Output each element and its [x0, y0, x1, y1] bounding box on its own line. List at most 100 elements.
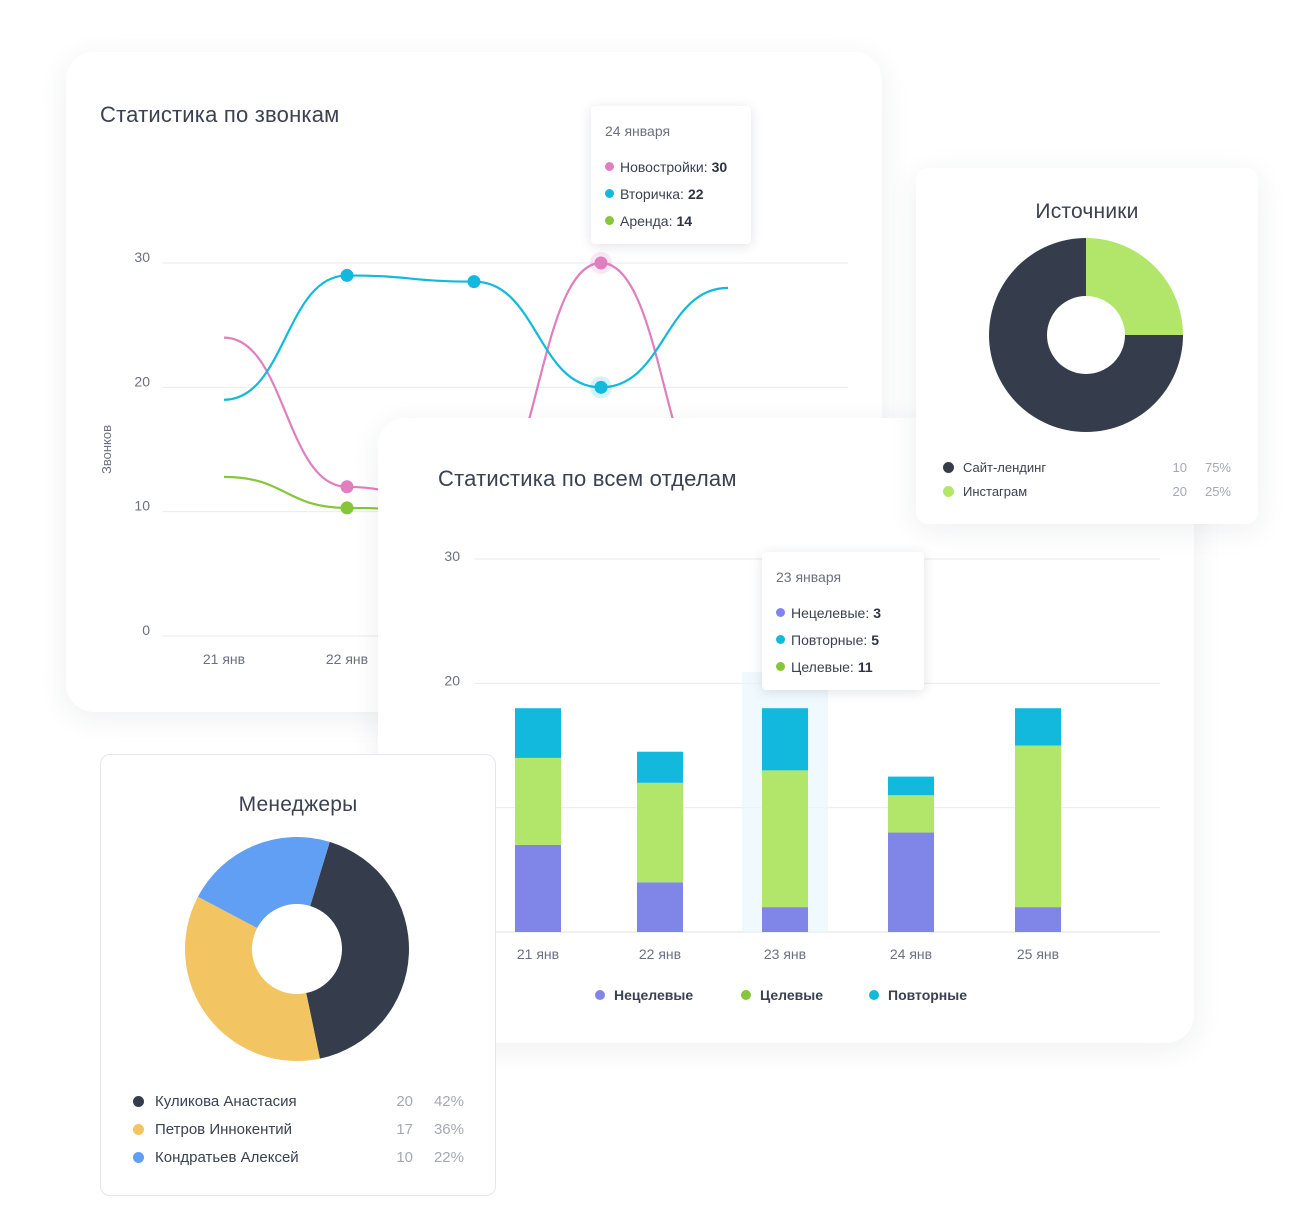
нецелевые-bar	[888, 832, 934, 932]
departments-tooltip-value: 5	[871, 631, 880, 648]
managers-card-title: Менеджеры	[238, 793, 358, 816]
managers-legend-percent: 36%	[433, 1120, 464, 1138]
managers-legend-label: Кондратьев Алексей	[155, 1148, 299, 1166]
departments-tooltip-dot	[776, 662, 785, 671]
calls-tooltip: 24 января Новостройки: 30 Вторичка: 22 Аренд…	[591, 106, 751, 244]
calls-tooltip-dot	[605, 189, 614, 198]
повторные-bar	[1015, 708, 1061, 746]
новостройки-point	[594, 256, 608, 270]
y-axis-label: Звонков	[99, 425, 114, 474]
повторные-bar	[762, 708, 808, 771]
y-tick-label: 20	[134, 373, 150, 389]
calls-tooltip-label: Вторичка:	[620, 185, 684, 202]
sources-legend-label: Сайт-лендинг	[963, 459, 1047, 475]
вторичка-point	[594, 380, 608, 394]
departments-tooltip-label: Целевые:	[791, 658, 854, 675]
calls-tooltip-row: Вторичка: 22	[605, 180, 737, 207]
departments-tooltip-row: Нецелевые: 3	[776, 599, 910, 626]
x-tick-label: 21 янв	[203, 651, 245, 667]
managers-legend-dot	[133, 1095, 144, 1107]
calls-card-title: Статистика по звонкам	[100, 102, 340, 127]
managers-legend-count: 17	[396, 1120, 413, 1138]
calls-tooltip-dot	[605, 162, 614, 171]
departments-tooltip: 23 января Нецелевые: 3 Повторные: 5 Целевые:…	[762, 552, 924, 690]
целевые-bar	[762, 770, 808, 908]
slice-куликова-анастасия	[306, 841, 410, 1059]
legend-label: Целевые	[760, 987, 823, 1003]
departments-tooltip-date: 23 января	[776, 569, 842, 585]
calls-tooltip-value: 30	[711, 158, 728, 175]
аренда-point	[340, 501, 354, 515]
y-tick-label: 20	[444, 672, 460, 688]
x-tick-label: 24 янв	[890, 946, 932, 962]
departments-bar-chart: 20 30 21 янв 22 янв 23 янв 24 янв 25 янв Нецеле…	[444, 548, 1160, 1003]
calls-tooltip-row: Аренда: 14	[605, 207, 737, 234]
y-tick-label: 10	[134, 498, 150, 514]
sources-donut-chart	[989, 238, 1183, 432]
departments-tooltip-label: Нецелевые:	[791, 604, 870, 621]
y-tick-label: 30	[134, 249, 150, 265]
managers-donut-chart	[185, 837, 410, 1061]
calls-tooltip-date: 24 января	[605, 123, 671, 139]
slice-сайт-лендинг	[989, 238, 1183, 432]
повторные-bar	[888, 776, 934, 796]
departments-tooltip-value: 3	[873, 604, 882, 621]
x-tick-label: 23 янв	[764, 946, 806, 962]
calls-tooltip-value: 22	[687, 185, 704, 202]
sources-legend-label: Инстаграм	[963, 483, 1028, 499]
sources-legend-dot	[943, 461, 954, 473]
повторные-bar	[515, 708, 561, 758]
managers-card: Менеджеры Куликова Анастасия 20 42% Петров …	[100, 754, 496, 1196]
целевые-bar	[888, 795, 934, 833]
slice-петров-иннокентий	[185, 896, 320, 1061]
нецелевые-bar	[637, 882, 683, 932]
departments-tooltip-row: Повторные: 5	[776, 626, 910, 653]
sources-legend-dot	[943, 485, 954, 497]
x-tick-label: 21 янв	[517, 946, 559, 962]
legend-label: Нецелевые	[614, 987, 693, 1003]
legend-dot	[741, 990, 751, 1000]
нецелевые-bar	[762, 907, 808, 932]
managers-legend-dot	[133, 1151, 144, 1163]
y-tick-label: 0	[142, 622, 150, 638]
legend-dot	[869, 990, 879, 1000]
вторичка-point	[340, 268, 354, 282]
legend-label: Повторные	[888, 987, 967, 1003]
departments-tooltip-label: Повторные:	[791, 631, 868, 648]
x-tick-label: 22 янв	[326, 651, 368, 667]
x-tick-label: 25 янв	[1017, 946, 1059, 962]
sources-legend-percent: 75%	[1204, 459, 1231, 475]
целевые-bar	[515, 757, 561, 845]
y-tick-label: 30	[444, 548, 460, 564]
нецелевые-bar	[515, 844, 561, 932]
вторичка-point	[467, 275, 481, 289]
sources-legend-percent: 25%	[1204, 483, 1231, 499]
целевые-bar	[1015, 745, 1061, 908]
slice-кондратьев-алексей	[197, 837, 330, 929]
departments-tooltip-dot	[776, 608, 785, 617]
managers-legend-label: Петров Иннокентий	[155, 1120, 292, 1138]
managers-legend-count: 10	[396, 1148, 413, 1166]
calls-tooltip-label: Аренда:	[620, 212, 673, 229]
legend-dot	[595, 990, 605, 1000]
нецелевые-bar	[1015, 907, 1061, 932]
x-tick-label: 22 янв	[639, 946, 681, 962]
calls-tooltip-label: Новостройки:	[620, 158, 708, 175]
sources-card-title: Источники	[1035, 200, 1139, 223]
slice-инстаграм	[1086, 238, 1183, 335]
новостройки-point	[340, 480, 354, 494]
sources-card: Источники Сайт-лендинг 10 75% Инстаграм 20 25…	[916, 168, 1258, 524]
calls-tooltip-value: 14	[676, 212, 693, 229]
departments-tooltip-row: Целевые: 11	[776, 653, 910, 680]
повторные-bar	[637, 751, 683, 783]
managers-legend-label: Куликова Анастасия	[155, 1092, 297, 1110]
managers-legend-count: 20	[396, 1092, 413, 1110]
calls-tooltip-dot	[605, 216, 614, 225]
departments-tooltip-dot	[776, 635, 785, 644]
целевые-bar	[637, 782, 683, 883]
managers-legend-percent: 22%	[433, 1148, 464, 1166]
sources-legend-count: 10	[1172, 459, 1187, 475]
вторичка-line	[223, 274, 729, 401]
managers-legend-percent: 42%	[433, 1092, 464, 1110]
sources-legend-count: 20	[1172, 483, 1187, 499]
